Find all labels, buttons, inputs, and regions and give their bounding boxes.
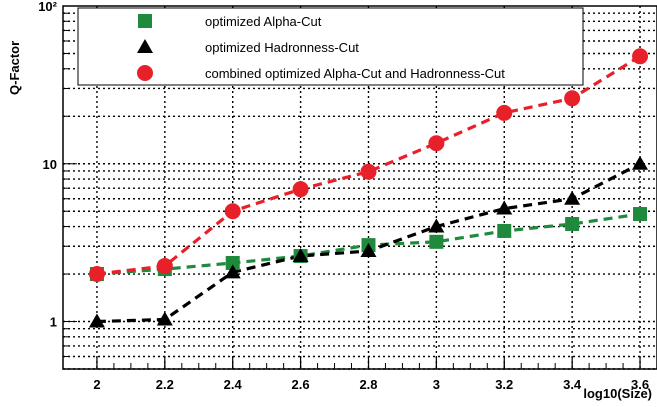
data-point-square [565,217,580,232]
data-point-circle [564,90,581,107]
data-point-circle [88,266,105,283]
legend-marker-square [138,14,152,28]
data-point-triangle [496,200,513,215]
legend-label: optimized Alpha-Cut [205,14,322,29]
data-point-circle [156,257,173,274]
x-tick-label: 2.6 [292,377,310,392]
legend-box [77,7,584,86]
legend-entry: optimized Alpha-Cut [138,14,322,29]
legend-entry: optimized Hadronness-Cut [137,39,359,55]
series-markers [88,48,649,328]
legend-entries: optimized Alpha-Cut optimized Hadronness-… [137,14,505,81]
legend: optimized Alpha-Cut optimized Hadronness-… [77,7,584,86]
data-point-triangle [428,218,445,233]
legend-entry: combined optimized Alpha-Cut and Hadronn… [137,65,505,81]
data-point-triangle [292,248,309,263]
data-point-circle [428,135,445,152]
x-tick-label: 3 [433,377,440,392]
y-axis-title: Q-Factor [7,41,22,95]
data-point-circle [292,181,309,198]
x-axis-title: log10(Size) [583,386,652,401]
y-tick-label: 1 [50,315,57,330]
legend-label: optimized Hadronness-Cut [205,40,359,55]
data-point-square [633,207,648,222]
x-tick-label: 2.2 [156,377,174,392]
plot-frame [62,5,657,370]
data-point-square [429,234,444,249]
x-tick-label: 2.4 [224,377,243,392]
data-point-circle [224,203,241,220]
data-point-triangle [632,155,649,170]
x-tick-label: 3.6 [631,377,649,392]
data-point-circle [360,163,377,180]
legend-marker-triangle [137,39,153,53]
data-point-triangle [88,313,105,328]
data-point-circle [496,104,513,121]
data-point-square [225,255,240,270]
legend-label: combined optimized Alpha-Cut and Hadronn… [205,66,505,81]
data-point-triangle [224,264,241,279]
data-point-circle [632,48,649,65]
x-tick-label: 3.4 [563,377,582,392]
y-tick-label: 10² [38,0,57,14]
series-line-2 [96,54,641,276]
data-point-triangle [156,311,173,326]
x-tick-label: 2.8 [359,377,377,392]
data-point-triangle [564,190,581,205]
data-point-square [497,223,512,238]
x-tick-label: 3.2 [495,377,513,392]
y-tick-label: 10 [43,157,57,172]
legend-marker-circle [137,65,153,81]
axis-ticks [63,12,641,370]
data-point-triangle [360,242,377,257]
x-tick-label: 2 [93,377,100,392]
tick-labels: 2 2.2 2.4 2.6 2.8 3 3.2 3.4 3.6 1 10 10² [38,0,649,392]
